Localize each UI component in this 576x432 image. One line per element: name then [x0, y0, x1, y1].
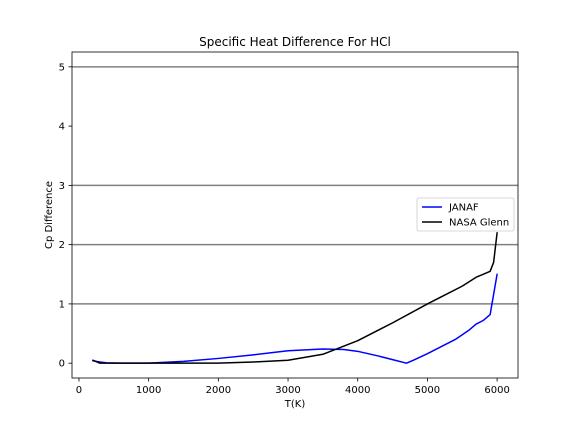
y-tick-label: 4: [59, 122, 65, 133]
series-line-nasa-glenn: [92, 232, 498, 364]
plot-area-frame: [71, 51, 519, 379]
legend-label: NASA Glenn: [449, 218, 509, 229]
chart-title: Specific Heat Difference For HCl: [199, 35, 391, 49]
y-tick-label: 0: [59, 359, 65, 370]
y-tick-label: 1: [59, 299, 65, 310]
legend: JANAF NASA Glenn: [416, 197, 515, 232]
x-axis-label: T(K): [284, 399, 306, 410]
y-tick-label: 5: [59, 62, 65, 73]
y-tick-label: 2: [59, 240, 65, 251]
x-tick-label: 6000: [484, 385, 509, 396]
legend-label: JANAF: [448, 203, 479, 214]
x-tick-label: 4000: [345, 385, 370, 396]
x-tick-label: 2000: [206, 385, 231, 396]
x-tick-label: 3000: [275, 385, 300, 396]
x-tick-label: 1000: [136, 385, 161, 396]
x-tick-label: 5000: [415, 385, 440, 396]
series-lines: [92, 232, 498, 364]
x-tick-label: 0: [76, 385, 82, 396]
horizontal-reference-lines: [72, 66, 518, 305]
y-axis-label: Cp Difference: [44, 181, 55, 249]
x-axis-ticks: 0 1000 2000 3000 4000 5000 6000: [76, 378, 510, 396]
y-tick-label: 3: [59, 181, 65, 192]
y-axis-ticks: 0 1 2 3 4 5: [59, 62, 72, 370]
